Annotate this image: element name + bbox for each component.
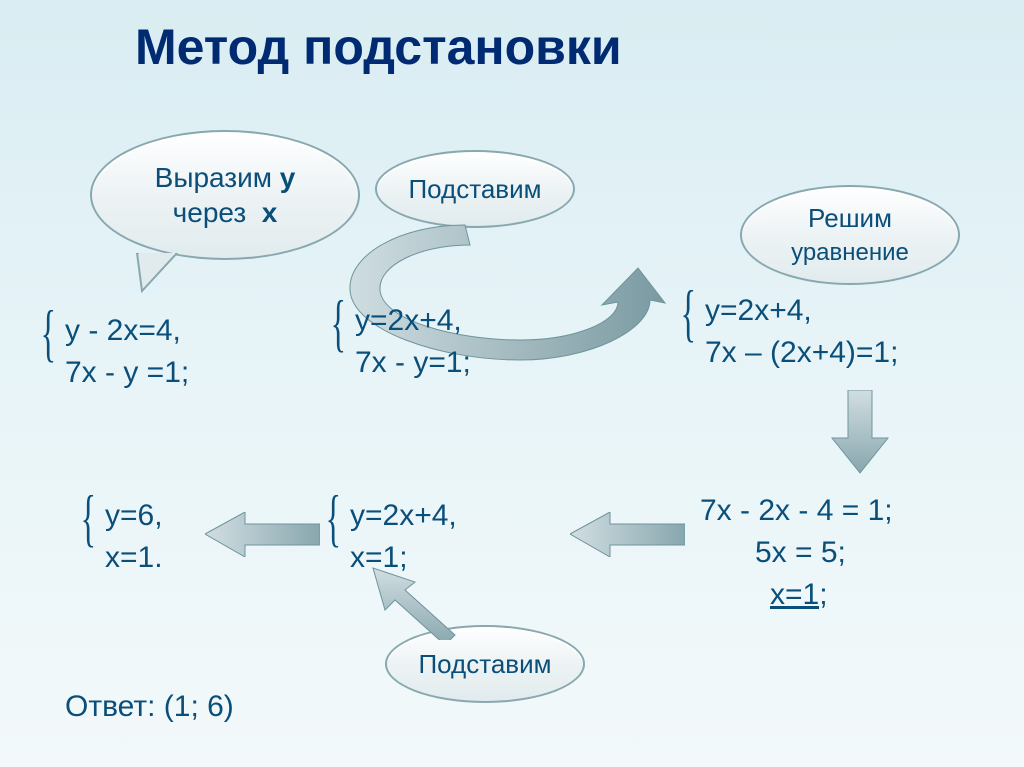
s2-l1: у=2х+4, — [355, 304, 462, 337]
brace-s3: { — [681, 276, 696, 350]
bubble-tail — [127, 253, 187, 293]
s4-l3: х=1; — [700, 578, 828, 611]
brace-s1: { — [41, 296, 56, 370]
arrow-tail-up — [370, 565, 480, 640]
page-title: Метод подстановки — [135, 18, 622, 76]
bubble-sub1-text: Подставим — [408, 173, 541, 206]
system-2: у=2х+4, 7х - у=1; — [355, 300, 471, 384]
bubble-express-y: у — [280, 162, 296, 193]
brace-s5: { — [326, 481, 341, 555]
bubble-express-l2: через — [173, 197, 247, 228]
s1-l2: 7х - у =1; — [65, 356, 189, 389]
bubble-express-x: х — [262, 197, 278, 228]
s5-l1: у=2х+4, — [350, 499, 457, 532]
system-3: у=2х+4, 7х – (2х+4)=1; — [705, 290, 898, 374]
brace-s2: { — [331, 286, 346, 360]
s4-l1: 7х - 2х - 4 = 1; — [700, 494, 893, 527]
s3-l1: у=2х+4, — [705, 294, 812, 327]
arrow-down — [830, 390, 890, 475]
answer-text: Ответ: (1; 6) — [65, 690, 234, 724]
bubble-express-l1: Выразим — [155, 162, 272, 193]
system-6: у=6, х=1. — [105, 495, 163, 579]
system-4: 7х - 2х - 4 = 1; 5х = 5; х=1; — [700, 490, 893, 616]
arrow-left-1 — [570, 512, 685, 557]
bubble-sub2-text: Подставим — [418, 648, 551, 681]
s4-l2: 5х = 5; — [700, 536, 846, 569]
s6-l2: х=1. — [105, 541, 163, 574]
s3-l2: 7х – (2х+4)=1; — [705, 336, 898, 369]
s6-l1: у=6, — [105, 499, 163, 532]
system-1: у - 2х=4, 7х - у =1; — [65, 310, 189, 394]
bubble-solve: Решим уравнение — [740, 185, 960, 285]
bubble-solve-l1: Решим — [808, 203, 892, 233]
bubble-solve-l2: уравнение — [791, 239, 909, 266]
s2-l2: 7х - у=1; — [355, 346, 471, 379]
arrow-left-2 — [205, 512, 320, 557]
brace-s6: { — [81, 481, 96, 555]
s1-l1: у - 2х=4, — [65, 314, 181, 347]
